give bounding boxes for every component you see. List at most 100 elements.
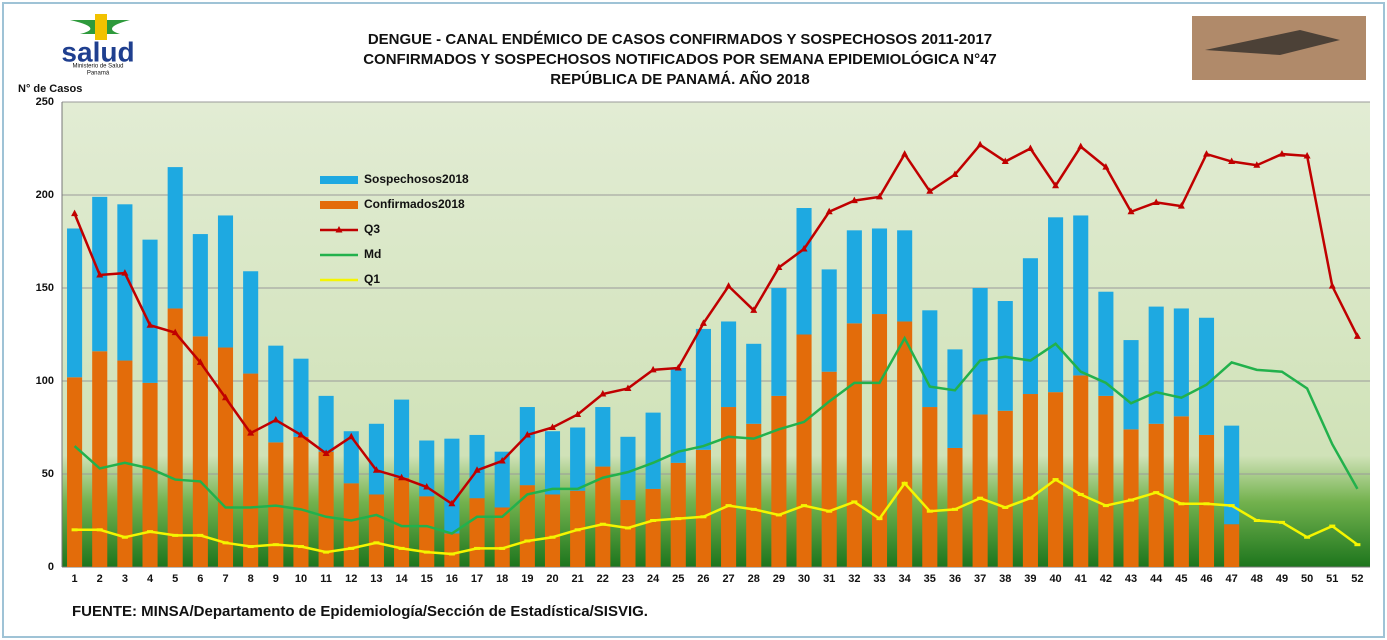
- bar-segment: [394, 478, 409, 567]
- marker: [424, 551, 430, 554]
- marker: [223, 541, 229, 544]
- logo-line: Ministerio de Salud: [72, 64, 123, 70]
- bar-segment: [218, 348, 233, 567]
- marker: [1304, 536, 1310, 539]
- x-tick-label: 30: [798, 573, 810, 585]
- bar-segment: [545, 494, 560, 567]
- marker: [1053, 478, 1059, 481]
- bar-segment: [872, 314, 887, 567]
- marker: [499, 547, 505, 550]
- marker: [1153, 491, 1159, 494]
- x-tick-label: 31: [823, 573, 835, 585]
- bar-segment: [721, 321, 736, 407]
- marker: [197, 534, 203, 537]
- bar-segment: [973, 414, 988, 567]
- x-tick-label: 40: [1049, 573, 1061, 585]
- bar-segment: [696, 450, 711, 567]
- bar-segment: [847, 323, 862, 567]
- x-tick-label: 38: [999, 573, 1011, 585]
- bar-segment: [822, 269, 837, 371]
- bar-segment: [344, 483, 359, 567]
- bar-segment: [369, 424, 384, 495]
- x-tick-label: 48: [1251, 573, 1263, 585]
- marker: [97, 528, 103, 531]
- bar-segment: [545, 431, 560, 494]
- bar-segment: [520, 407, 535, 485]
- bar-segment: [1073, 375, 1088, 567]
- x-tick-label: 6: [197, 573, 203, 585]
- bar-segment: [369, 494, 384, 567]
- bar-segment: [469, 498, 484, 567]
- photo: [1192, 16, 1366, 80]
- x-tick-label: 7: [222, 573, 228, 585]
- bar-segment: [998, 411, 1013, 567]
- marker: [977, 497, 983, 500]
- bar-segment: [142, 383, 157, 567]
- bar-segment: [872, 228, 887, 314]
- bar-segment: [646, 413, 661, 489]
- marker: [575, 528, 581, 531]
- bar-segment: [646, 489, 661, 567]
- marker: [449, 552, 455, 555]
- legend-label: Confirmados2018: [364, 197, 465, 211]
- marker: [524, 539, 530, 542]
- bar-segment: [444, 534, 459, 567]
- marker: [1128, 499, 1134, 502]
- x-tick-label: 3: [122, 573, 128, 585]
- x-tick-label: 17: [471, 573, 483, 585]
- x-tick-label: 37: [974, 573, 986, 585]
- logo-line: Panamá: [87, 71, 110, 77]
- bar-segment: [419, 496, 434, 567]
- bar-segment: [1123, 340, 1138, 429]
- marker: [675, 517, 681, 520]
- x-tick-label: 1: [72, 573, 78, 585]
- x-tick-label: 29: [773, 573, 785, 585]
- x-tick-label: 18: [496, 573, 508, 585]
- bar-segment: [193, 234, 208, 336]
- bar-segment: [142, 240, 157, 383]
- marker: [625, 526, 631, 529]
- source: FUENTE: MINSA/Departamento de Epidemiolo…: [72, 603, 648, 620]
- marker: [550, 536, 556, 539]
- bar-segment: [444, 439, 459, 534]
- bar-segment: [319, 396, 334, 452]
- marker: [323, 551, 329, 554]
- bar-segment: [671, 463, 686, 567]
- x-tick-label: 21: [572, 573, 584, 585]
- chart-title: REPÚBLICA DE PANAMÁ. AÑO 2018: [550, 70, 809, 88]
- bar-segment: [922, 310, 937, 407]
- x-tick-label: 25: [672, 573, 684, 585]
- legend-label: Q1: [364, 272, 380, 286]
- y-tick-label: 250: [36, 96, 54, 108]
- marker: [902, 482, 908, 485]
- y-tick-label: 200: [36, 189, 54, 201]
- x-tick-label: 13: [370, 573, 382, 585]
- bar-segment: [973, 288, 988, 414]
- bar-segment: [847, 230, 862, 323]
- bar-segment: [671, 368, 686, 463]
- x-tick-label: 36: [949, 573, 961, 585]
- marker: [1103, 504, 1109, 507]
- marker: [248, 545, 254, 548]
- x-tick-label: 10: [295, 573, 307, 585]
- y-tick-label: 50: [42, 468, 54, 480]
- bar-segment: [1199, 435, 1214, 567]
- bar-segment: [67, 377, 82, 567]
- x-tick-label: 9: [273, 573, 279, 585]
- bar-segment: [595, 407, 610, 467]
- x-tick-label: 33: [873, 573, 885, 585]
- marker: [751, 508, 757, 511]
- bar-segment: [1149, 307, 1164, 424]
- marker: [1279, 521, 1285, 524]
- x-tick-label: 39: [1024, 573, 1036, 585]
- bar-segment: [595, 467, 610, 567]
- x-tick-label: 49: [1276, 573, 1288, 585]
- marker: [600, 523, 606, 526]
- chart-title: CONFIRMADOS Y SOSPECHOSOS NOTIFICADOS PO…: [363, 50, 997, 68]
- x-tick-label: 46: [1200, 573, 1212, 585]
- marker: [1027, 497, 1033, 500]
- x-tick-label: 5: [172, 573, 178, 585]
- marker: [726, 504, 732, 507]
- bar-segment: [67, 228, 82, 377]
- bar-segment: [168, 167, 183, 308]
